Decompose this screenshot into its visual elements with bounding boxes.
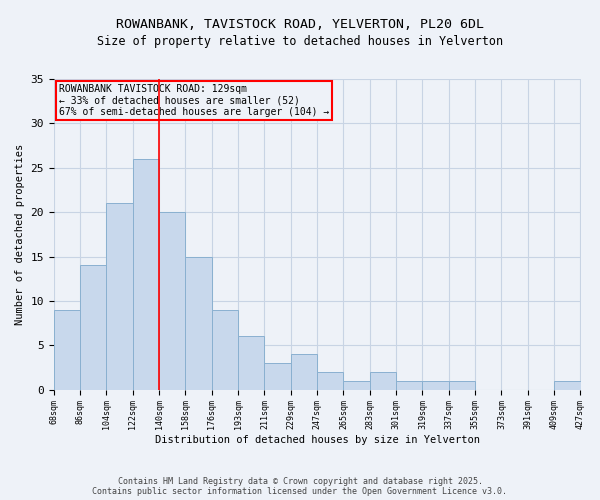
Bar <box>54 310 80 390</box>
Bar <box>133 159 159 390</box>
Text: Size of property relative to detached houses in Yelverton: Size of property relative to detached ho… <box>97 35 503 48</box>
X-axis label: Distribution of detached houses by size in Yelverton: Distribution of detached houses by size … <box>155 435 479 445</box>
Bar <box>80 266 106 390</box>
Bar <box>159 212 185 390</box>
Bar <box>212 310 238 390</box>
Text: Contains HM Land Registry data © Crown copyright and database right 2025.: Contains HM Land Registry data © Crown c… <box>118 477 482 486</box>
Bar <box>106 204 133 390</box>
Text: ROWANBANK, TAVISTOCK ROAD, YELVERTON, PL20 6DL: ROWANBANK, TAVISTOCK ROAD, YELVERTON, PL… <box>116 18 484 30</box>
Bar <box>370 372 396 390</box>
Y-axis label: Number of detached properties: Number of detached properties <box>15 144 25 325</box>
Bar <box>396 381 422 390</box>
Text: Contains public sector information licensed under the Open Government Licence v3: Contains public sector information licen… <box>92 487 508 496</box>
Bar <box>449 381 475 390</box>
Bar <box>185 256 212 390</box>
Bar <box>291 354 317 390</box>
Bar <box>238 336 265 390</box>
Bar <box>317 372 343 390</box>
Text: ROWANBANK TAVISTOCK ROAD: 129sqm
← 33% of detached houses are smaller (52)
67% o: ROWANBANK TAVISTOCK ROAD: 129sqm ← 33% o… <box>59 84 329 117</box>
Bar <box>265 363 291 390</box>
Bar <box>422 381 449 390</box>
Bar <box>554 381 581 390</box>
Bar <box>343 381 370 390</box>
